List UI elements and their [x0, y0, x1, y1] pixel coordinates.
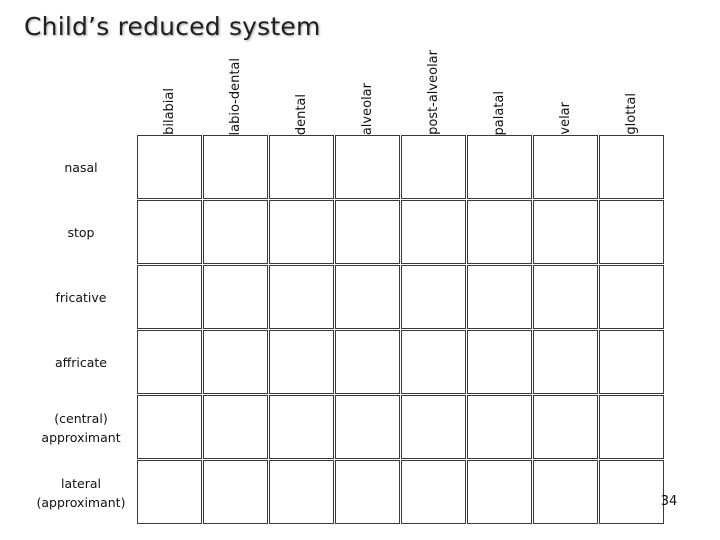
row-label: fricative — [28, 265, 134, 330]
chart-cell — [203, 200, 268, 264]
chart-cell — [137, 395, 202, 459]
column-header-labio-dental: labio-dental — [203, 15, 269, 136]
chart-cell — [467, 395, 532, 459]
chart-cell — [203, 460, 268, 524]
slide-title: Child’s reduced system — [24, 12, 321, 41]
chart-cell — [203, 330, 268, 394]
chart-cell — [203, 395, 268, 459]
chart-cell — [599, 330, 664, 394]
row-label-text: nasal — [64, 160, 98, 175]
chart-cell — [599, 265, 664, 329]
chart-cell — [335, 135, 400, 199]
chart-cell — [137, 330, 202, 394]
chart-cell — [401, 265, 466, 329]
column-header-label: alveolar — [360, 82, 375, 135]
chart-cell — [137, 460, 202, 524]
chart-cell — [533, 395, 598, 459]
chart-cell — [599, 395, 664, 459]
column-header-label: post-alveolar — [426, 50, 441, 135]
chart-cell — [401, 395, 466, 459]
chart-cell — [533, 460, 598, 524]
column-header-label: velar — [558, 102, 573, 135]
chart-cell — [269, 200, 334, 264]
chart-cell — [335, 265, 400, 329]
row-label-text: stop — [67, 225, 95, 240]
column-header-post-alveolar: post-alveolar — [401, 15, 467, 135]
row-label-text: lateral (approximant) — [36, 475, 126, 510]
row-label-text: affricate — [54, 355, 107, 370]
chart-cell — [335, 395, 400, 459]
row-label: nasal — [28, 135, 134, 200]
chart-cell — [137, 200, 202, 264]
page-number: 34 — [660, 494, 678, 509]
column-header-alveolar: alveolar — [335, 15, 401, 135]
chart-cell — [401, 135, 466, 199]
chart-cell — [533, 200, 598, 264]
column-header-label: bilabial — [162, 88, 177, 135]
column-header-bilabial: bilabial — [137, 15, 203, 135]
chart-cell — [533, 265, 598, 329]
chart-cell — [401, 330, 466, 394]
chart-cell — [467, 200, 532, 264]
row-label: affricate — [28, 330, 134, 395]
chart-cell — [335, 330, 400, 394]
chart-cell — [269, 135, 334, 199]
column-header-dental: dental — [269, 15, 335, 135]
chart-cell — [467, 330, 532, 394]
chart-cell — [467, 265, 532, 329]
column-header-velar: velar — [533, 15, 599, 135]
chart-cell — [137, 135, 202, 199]
row-label: lateral (approximant) — [28, 460, 134, 525]
chart-cell — [599, 200, 664, 264]
chart-cell — [533, 330, 598, 394]
chart-cell — [269, 330, 334, 394]
chart-cell — [467, 460, 532, 524]
chart-cell — [335, 200, 400, 264]
column-header-label: dental — [294, 93, 309, 135]
chart-cell — [203, 135, 268, 199]
chart-cell — [599, 460, 664, 524]
column-header-palatal: palatal — [467, 15, 533, 135]
chart-cell — [269, 395, 334, 459]
column-header-label: glottal — [624, 93, 639, 135]
chart-cell — [335, 460, 400, 524]
row-label: stop — [28, 200, 134, 265]
chart-cell — [467, 135, 532, 199]
chart-cell — [269, 460, 334, 524]
column-header-label: palatal — [492, 90, 507, 135]
chart-cell — [599, 135, 664, 199]
column-header-glottal: glottal — [599, 15, 665, 135]
chart-cell — [533, 135, 598, 199]
chart-cell — [269, 265, 334, 329]
chart-cell — [401, 200, 466, 264]
row-label: (central) approximant — [28, 395, 134, 460]
chart-cell — [401, 460, 466, 524]
chart-cell — [137, 265, 202, 329]
column-header-label: labio-dental — [228, 57, 243, 136]
row-label-text: fricative — [55, 290, 107, 305]
chart-cell — [203, 265, 268, 329]
row-label-text: (central) approximant — [41, 410, 121, 445]
